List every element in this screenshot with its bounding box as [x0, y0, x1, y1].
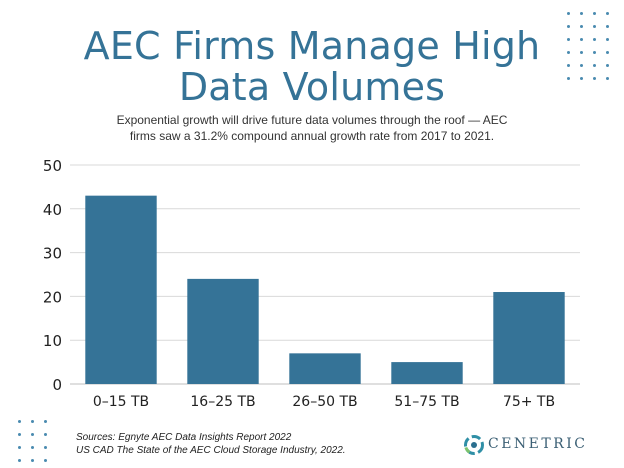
decorative-dot — [580, 12, 583, 15]
decorative-dot — [580, 38, 583, 41]
decorative-dot — [18, 459, 21, 462]
dot-pattern-top-right — [567, 12, 615, 80]
x-tick-label: 16–25 TB — [190, 394, 255, 410]
decorative-dot — [580, 77, 583, 80]
y-tick-label: 50 — [43, 157, 62, 175]
sources-note: Sources: Egnyte AEC Data Insights Report… — [76, 431, 346, 457]
sources-line-1: Sources: Egnyte AEC Data Insights Report… — [76, 432, 292, 443]
decorative-dot — [606, 64, 609, 67]
decorative-dot — [44, 459, 47, 462]
chart-title: AEC Firms Manage High Data Volumes — [0, 26, 624, 108]
y-tick-label: 0 — [52, 376, 62, 394]
cenetric-ring-logo-icon — [464, 435, 484, 455]
decorative-dot — [44, 420, 47, 423]
subtitle-line-2: firms saw a 31.2% compound annual growth… — [129, 129, 495, 143]
decorative-dot — [606, 51, 609, 54]
decorative-dot — [580, 25, 583, 28]
logo-wordmark: CENETRIC — [488, 436, 588, 452]
decorative-dot — [593, 25, 596, 28]
decorative-dot — [44, 433, 47, 436]
y-tick-label: 30 — [43, 245, 62, 263]
decorative-dot — [567, 25, 570, 28]
bars — [85, 195, 565, 384]
y-tick-labels: 0 10 20 30 40 50 — [43, 157, 62, 394]
decorative-dot — [593, 64, 596, 67]
decorative-dot — [31, 446, 34, 449]
decorative-dot — [606, 77, 609, 80]
bar — [391, 362, 463, 384]
decorative-dot — [31, 433, 34, 436]
cenetric-logo: CENETRIC — [462, 431, 592, 459]
x-tick-labels: 0–15 TB 16–25 TB 26–50 TB 51–75 TB 75+ TB — [93, 394, 555, 410]
bar — [493, 292, 565, 384]
decorative-dot — [18, 433, 21, 436]
decorative-dot — [567, 51, 570, 54]
y-tick-label: 20 — [43, 288, 62, 306]
decorative-dot — [606, 25, 609, 28]
bar — [289, 353, 361, 384]
bar — [85, 195, 157, 384]
title-line-2: Data Volumes — [178, 65, 446, 109]
x-tick-label: 0–15 TB — [93, 394, 149, 410]
y-tick-label: 10 — [43, 332, 62, 350]
decorative-dot — [580, 51, 583, 54]
decorative-dot — [580, 64, 583, 67]
decorative-dot — [31, 420, 34, 423]
decorative-dot — [593, 51, 596, 54]
x-tick-label: 51–75 TB — [394, 394, 459, 410]
title-line-1: AEC Firms Manage High — [83, 24, 541, 68]
decorative-dot — [18, 420, 21, 423]
decorative-dot — [567, 77, 570, 80]
decorative-dot — [567, 38, 570, 41]
x-tick-label: 26–50 TB — [292, 394, 357, 410]
decorative-dot — [593, 38, 596, 41]
decorative-dot — [31, 459, 34, 462]
subtitle-line-1: Exponential growth will drive future dat… — [116, 113, 508, 127]
decorative-dot — [593, 12, 596, 15]
chart-subtitle: Exponential growth will drive future dat… — [90, 112, 534, 144]
decorative-dot — [567, 64, 570, 67]
bar — [187, 278, 259, 384]
decorative-dot — [44, 446, 47, 449]
y-tick-label: 40 — [43, 201, 62, 219]
decorative-dot — [606, 38, 609, 41]
dot-pattern-bottom-left — [18, 420, 62, 464]
decorative-dot — [567, 12, 570, 15]
x-tick-label: 75+ TB — [503, 394, 555, 410]
decorative-dot — [606, 12, 609, 15]
decorative-dot — [18, 446, 21, 449]
decorative-dot — [593, 77, 596, 80]
sources-line-2: US CAD The State of the AEC Cloud Storag… — [76, 445, 346, 456]
